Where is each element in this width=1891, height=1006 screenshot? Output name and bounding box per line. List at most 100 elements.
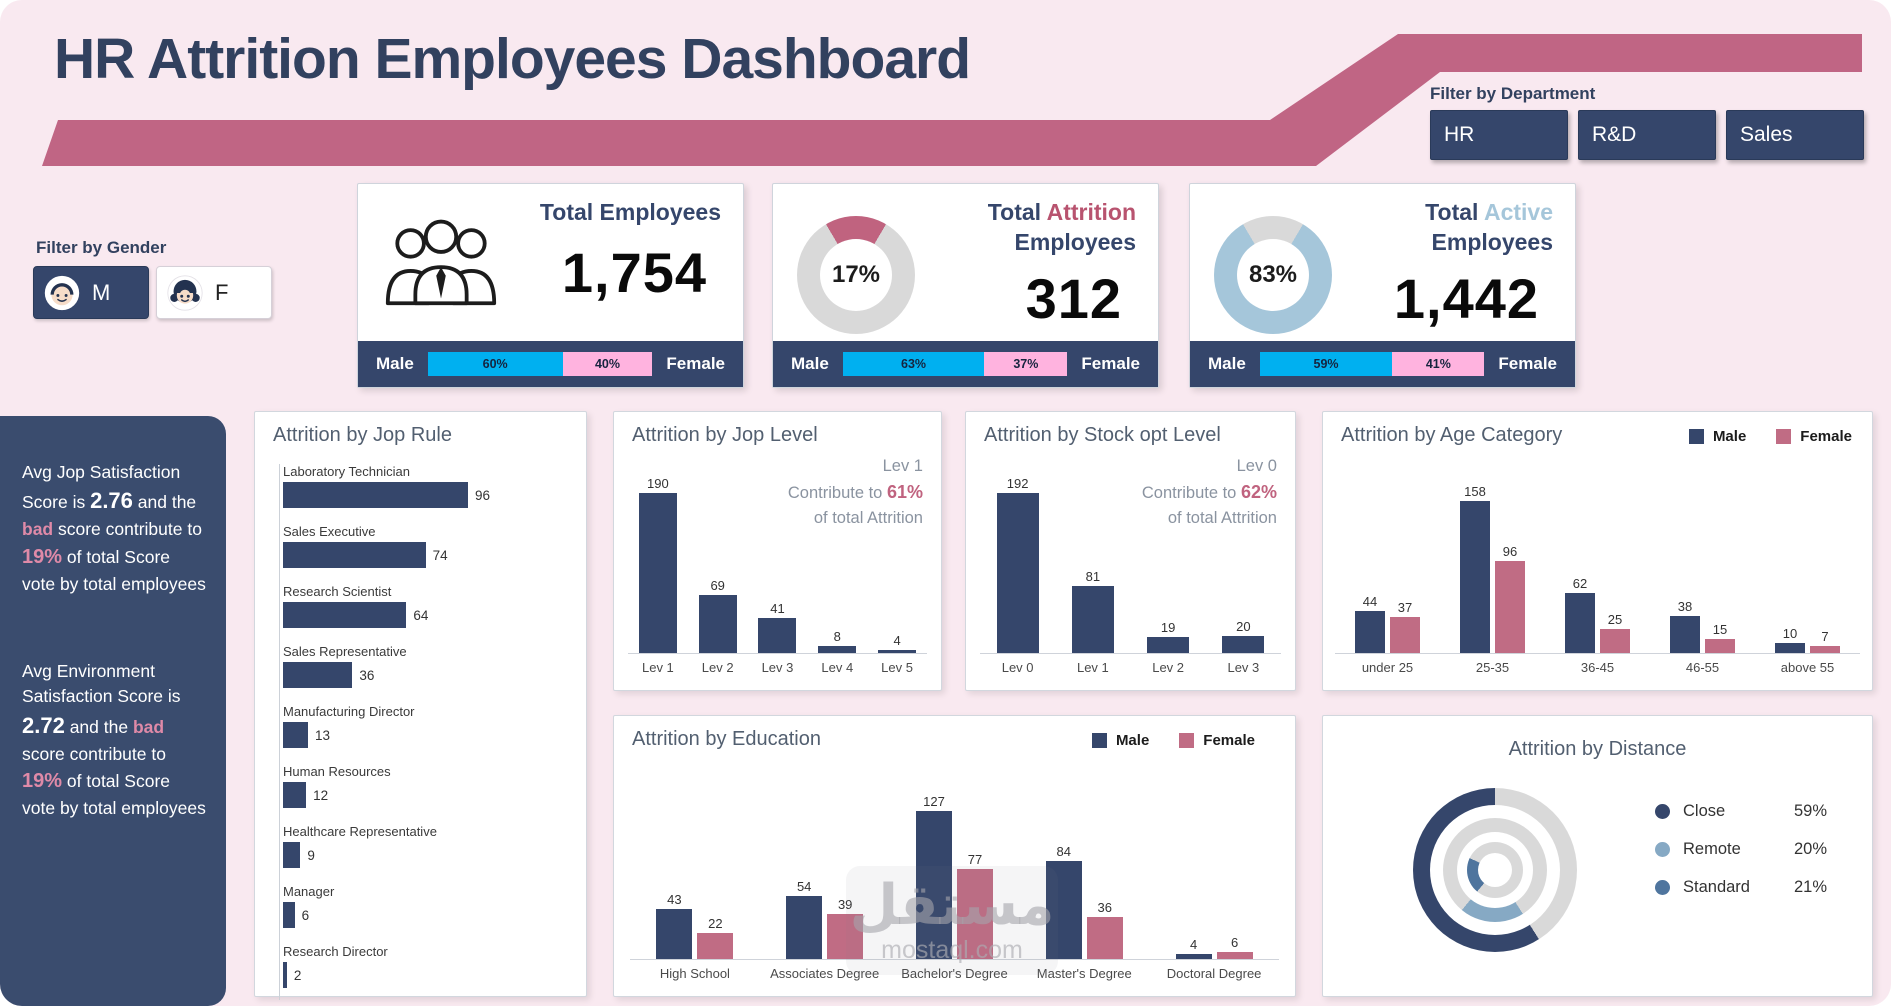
attrition-by-age-chart: Attrition by Age Category Male Female 44… (1322, 411, 1873, 691)
job-role-label: Research Director (283, 944, 388, 959)
bar-group: 62 25 (1545, 576, 1650, 653)
active-donut-label: 83% (1237, 239, 1309, 311)
male-face-icon (44, 275, 80, 310)
gender-split-strip: Male 60% 40% Female (358, 341, 743, 387)
remote-dot (1655, 842, 1670, 857)
legend-value: 20% (1793, 840, 1827, 858)
bar-value: 44 (1362, 593, 1378, 609)
attrition-by-distance-chart: Attrition by Distance Close 59% (1322, 715, 1873, 997)
male-swatch (1688, 429, 1704, 444)
chart-title: Attrition by Age Category (1341, 424, 1563, 446)
satisfaction-panel: Avg Jop Satisfaction Score is 2.76 and t… (0, 416, 226, 1006)
male-bar (1460, 501, 1490, 653)
distance-donut-outer-ring (1413, 788, 1577, 952)
job-role-value: 36 (359, 667, 375, 683)
category-label: 36-45 (1580, 660, 1615, 675)
bar-value: 158 (1464, 484, 1486, 499)
female-bar (1495, 560, 1525, 653)
female-swatch (1776, 429, 1792, 444)
chart-title: Attrition by Jop Level (632, 424, 818, 446)
bar-slot: 4 (867, 633, 927, 653)
department-filter-hr[interactable]: HR (1430, 110, 1568, 160)
watermark: مستقل mostaql.com (846, 866, 1058, 975)
bar (818, 646, 857, 653)
bar-group: 38 15 (1650, 599, 1755, 653)
gender-filter: M F (33, 266, 272, 319)
gender-split-bar: 60% 40% (427, 352, 653, 376)
department-filter-rd[interactable]: R&D (1578, 110, 1716, 160)
male-label: Male (1208, 354, 1246, 373)
bar-value: 190 (647, 476, 669, 491)
male-column: 158 (1460, 484, 1490, 653)
job-role-row: Sales Executive 74 (281, 524, 576, 568)
education-categories: High School Associates Degree Bachelor's D… (630, 960, 1279, 981)
job-role-bar (283, 962, 287, 988)
job-role-bar (283, 842, 301, 868)
stock-opt-annotation: Lev 0 Contribute to 62% of total Attriti… (1141, 457, 1277, 527)
female-column: 37 (1390, 600, 1420, 653)
bar-value: 36 (1097, 900, 1113, 916)
education-legend: Male Female (1091, 732, 1255, 749)
female-bar (697, 933, 734, 959)
standard-dot (1655, 880, 1670, 895)
female-label: Female (1498, 354, 1557, 373)
category-label: Master's Degree (1036, 966, 1132, 981)
female-bar (1705, 638, 1735, 653)
female-column: 22 (697, 916, 734, 959)
male-label: Male (376, 354, 414, 373)
bar-slot: 20 (1206, 619, 1281, 653)
category-label: Bachelor's Degree (901, 966, 1008, 981)
category-label: Lev 3 (761, 660, 794, 675)
job-role-value: 74 (432, 547, 448, 563)
female-share-segment: 41% (1392, 352, 1485, 376)
female-column: 6 (1216, 935, 1253, 959)
kpi-title: Total Active Employees (1425, 199, 1553, 255)
stock-opt-bars: 192 81 19 20 (980, 466, 1281, 654)
male-column: 4 (1175, 937, 1212, 959)
job-level-annotation: Lev 1 Contribute to 61% of total Attriti… (787, 457, 923, 527)
male-column: 38 (1670, 599, 1700, 653)
female-column: 36 (1086, 900, 1123, 959)
job-role-bar-line: 9 (283, 842, 576, 868)
active-donut-chart: 83% (1214, 216, 1332, 334)
female-bar (1810, 646, 1840, 653)
bar-value: 69 (710, 577, 725, 593)
bar-value: 54 (796, 879, 812, 895)
job-role-label: Research Scientist (283, 584, 392, 599)
gender-filter-female[interactable]: F (156, 266, 272, 319)
male-bar (786, 896, 823, 959)
female-face-icon (167, 274, 203, 311)
chart-title: Attrition by Distance (1508, 738, 1687, 760)
gender-filter-male[interactable]: M (33, 266, 149, 319)
bar-group: 158 96 (1440, 484, 1545, 653)
legend-item-female: Female (1179, 732, 1255, 749)
job-role-row: Research Scientist 64 (281, 584, 576, 628)
female-column: 77 (956, 852, 993, 959)
gender-split-bar: 63% 37% (842, 352, 1068, 376)
job-role-label: Manufacturing Director (283, 704, 415, 719)
male-column: 84 (1045, 844, 1082, 959)
total-active-value: 1,442 (1393, 267, 1539, 330)
legend-value: 21% (1793, 878, 1827, 896)
female-bar (1390, 617, 1420, 653)
job-role-bar-line: 74 (283, 542, 576, 568)
category-label: Associates Degree (770, 966, 880, 981)
job-role-bar (283, 722, 309, 748)
department-filter-sales[interactable]: Sales (1726, 110, 1864, 160)
attrition-donut-label: 17% (820, 239, 892, 311)
chart-title: Attrition by Education (632, 728, 821, 750)
bar-value: 22 (708, 916, 723, 932)
legend-item-male: Male (1091, 732, 1149, 749)
bar-slot: 8 (807, 629, 867, 653)
category-label: Lev 2 (701, 660, 734, 675)
bar-value: 43 (667, 891, 682, 907)
job-level-bars: 190 69 41 8 4 (628, 466, 927, 654)
female-column: 25 (1600, 612, 1630, 653)
male-column: 127 (915, 794, 952, 959)
bar-value: 19 (1160, 620, 1176, 636)
category-label: Lev 3 (1227, 660, 1260, 675)
job-role-bar-line: 2 (283, 962, 576, 988)
job-role-bar-line: 64 (283, 602, 576, 628)
